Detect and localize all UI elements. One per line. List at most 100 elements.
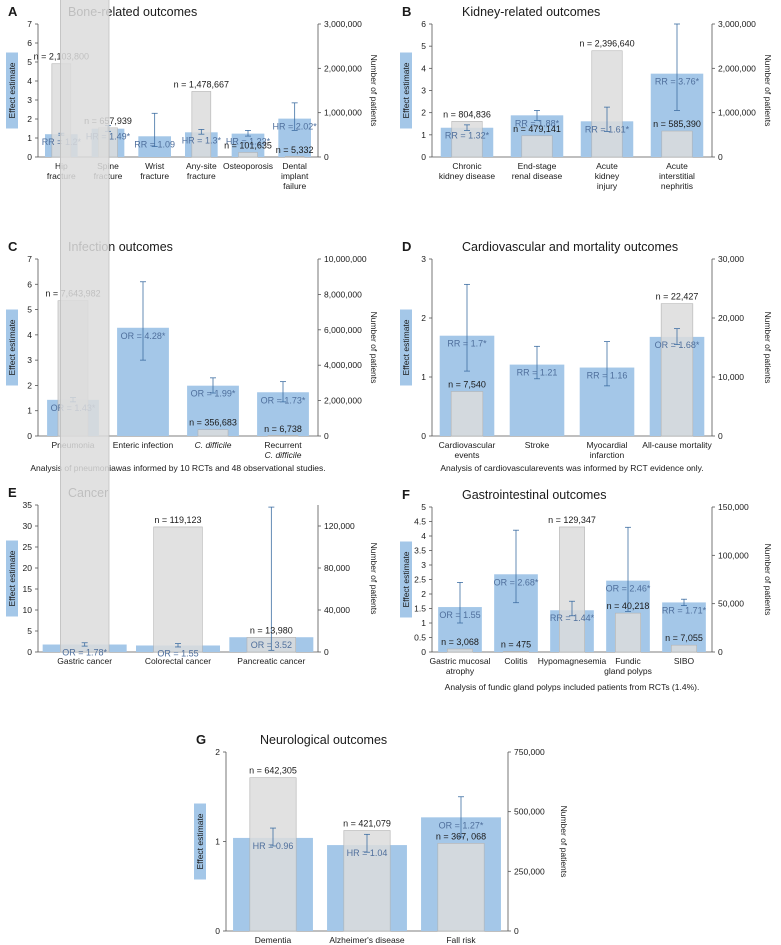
right-tick-label: 40,000 xyxy=(324,605,350,615)
right-tick-label: 100,000 xyxy=(718,550,749,560)
category-label: All-cause mortality xyxy=(642,440,712,450)
left-tick-label: 2 xyxy=(421,313,426,323)
estimate-label: HR = 1.04 xyxy=(347,848,388,858)
panel-f: F Gastrointestinal outcomes 0 0.5 1 1.5 2 2.5 3 3… xyxy=(400,487,773,692)
right-tick-label: 0 xyxy=(514,926,519,936)
patient-bar xyxy=(249,777,297,932)
right-tick-label: 3,000,000 xyxy=(718,19,756,29)
estimate-label: RR = 1.21 xyxy=(517,368,558,378)
panel-d: D Cardiovascular and mortality outcomes 0 1… xyxy=(400,239,773,473)
left-tick-label: 2 xyxy=(421,108,426,118)
right-tick-label: 3,000,000 xyxy=(324,19,362,29)
patient-bar xyxy=(591,50,623,158)
estimate-label: RR = 3.76* xyxy=(655,77,700,87)
left-tick-label: 5 xyxy=(27,305,32,315)
patient-bar xyxy=(60,0,110,653)
category-label: injury xyxy=(597,181,618,191)
left-axis-label: Effect estimate xyxy=(401,551,411,607)
patient-bar xyxy=(191,91,212,158)
patient-count-label: n = 5,332 xyxy=(276,145,314,155)
right-tick-label: 0 xyxy=(718,152,723,162)
right-tick-label: 30,000 xyxy=(718,254,744,264)
patient-bar xyxy=(615,612,641,653)
left-tick-label: 4 xyxy=(27,76,32,86)
left-tick-label: 5 xyxy=(27,57,32,67)
right-tick-label: 8,000,000 xyxy=(324,289,362,299)
left-tick-label: 0 xyxy=(27,431,32,441)
category-label: gland polyps xyxy=(604,666,652,676)
patient-bar xyxy=(197,429,229,437)
category-label: atrophy xyxy=(446,666,475,676)
category-label: Chronic xyxy=(452,161,482,171)
category-label: Acute xyxy=(666,161,688,171)
category-label: Dementia xyxy=(255,935,292,945)
patient-count-label: n = 356,683 xyxy=(189,418,237,428)
left-tick-label: 0 xyxy=(421,431,426,441)
estimate-label: OR = 3.52 xyxy=(251,640,292,650)
patient-bar xyxy=(284,156,305,158)
category-label: kidney disease xyxy=(439,171,496,181)
right-tick-label: 750,000 xyxy=(514,747,545,757)
left-tick-label: 1 xyxy=(421,618,426,628)
right-tick-label: 4,000,000 xyxy=(324,360,362,370)
left-axis-label: Effect estimate xyxy=(7,550,17,606)
right-tick-label: 500,000 xyxy=(514,807,545,817)
left-tick-label: 4.5 xyxy=(414,517,426,527)
left-axis-label: Effect estimate xyxy=(401,62,411,118)
panel-b: B Kidney-related outcomes 0 1 2 3 4 5 6 0 1,000,00… xyxy=(400,4,773,191)
estimate-label: RR = 1.16 xyxy=(587,371,628,381)
left-tick-label: 6 xyxy=(421,19,426,29)
right-tick-label: 0 xyxy=(718,647,723,657)
category-label: Cardiovascular xyxy=(439,440,496,450)
patient-bar xyxy=(671,644,697,653)
category-label: Colorectal cancer xyxy=(145,656,211,666)
right-axis-label: Number of patients xyxy=(763,312,773,384)
category-label: kidney xyxy=(595,171,620,181)
patient-bar xyxy=(521,135,553,158)
right-axis-label: Number of patients xyxy=(763,544,773,616)
patient-bar xyxy=(450,391,484,437)
panel-title: Neurological outcomes xyxy=(260,733,387,747)
left-tick-label: 4 xyxy=(27,330,32,340)
panel-e: ECancer05101520253035040,00080,000120,00… xyxy=(6,0,379,666)
left-axis-label-bg xyxy=(400,541,412,618)
category-label: implant xyxy=(281,171,309,181)
left-axis-label: Effect estimate xyxy=(401,319,411,375)
left-tick-label: 6 xyxy=(27,279,32,289)
left-tick-label: 3.5 xyxy=(414,546,426,556)
left-axis-label-bg xyxy=(6,52,18,129)
category-label: Enteric infection xyxy=(113,440,174,450)
category-label: Myocardial xyxy=(586,440,627,450)
category-label: renal disease xyxy=(512,171,563,181)
right-axis-label: Number of patients xyxy=(369,55,379,127)
estimate-label: OR = 1.99* xyxy=(191,389,236,399)
patient-bar xyxy=(559,526,585,653)
estimate-label: RR = 1.44* xyxy=(550,613,595,623)
left-tick-label: 0 xyxy=(27,647,32,657)
right-tick-label: 1,000,000 xyxy=(324,108,362,118)
patient-count-label: n = 585,390 xyxy=(653,119,701,129)
estimate-label: RR = 1.7* xyxy=(447,339,487,349)
panel-letter: C xyxy=(8,239,18,254)
patient-count-label: n = 7,540 xyxy=(448,380,486,390)
estimate-label: HR = 2.02* xyxy=(273,122,318,132)
left-tick-label: 6 xyxy=(27,38,32,48)
patient-count-label: n = 101,635 xyxy=(224,140,272,150)
right-tick-label: 10,000 xyxy=(718,372,744,382)
left-tick-label: 1 xyxy=(27,133,32,143)
left-tick-label: 5 xyxy=(421,41,426,51)
left-tick-label: 1 xyxy=(421,130,426,140)
patient-bar xyxy=(267,435,299,437)
patient-count-label: n = 7,055 xyxy=(665,633,703,643)
left-axis-label-bg xyxy=(6,540,18,617)
right-tick-label: 150,000 xyxy=(718,502,749,512)
estimate-label: RR = 1.09 xyxy=(134,139,175,149)
estimate-label: OR = 1.27* xyxy=(439,820,484,830)
category-label: nephritis xyxy=(661,181,693,191)
patient-bar xyxy=(447,648,473,653)
panel-letter: G xyxy=(196,732,206,747)
left-tick-label: 4 xyxy=(421,531,426,541)
panel-note: Analysis of fundic gland polyps included… xyxy=(445,682,700,692)
left-tick-label: 3 xyxy=(421,254,426,264)
